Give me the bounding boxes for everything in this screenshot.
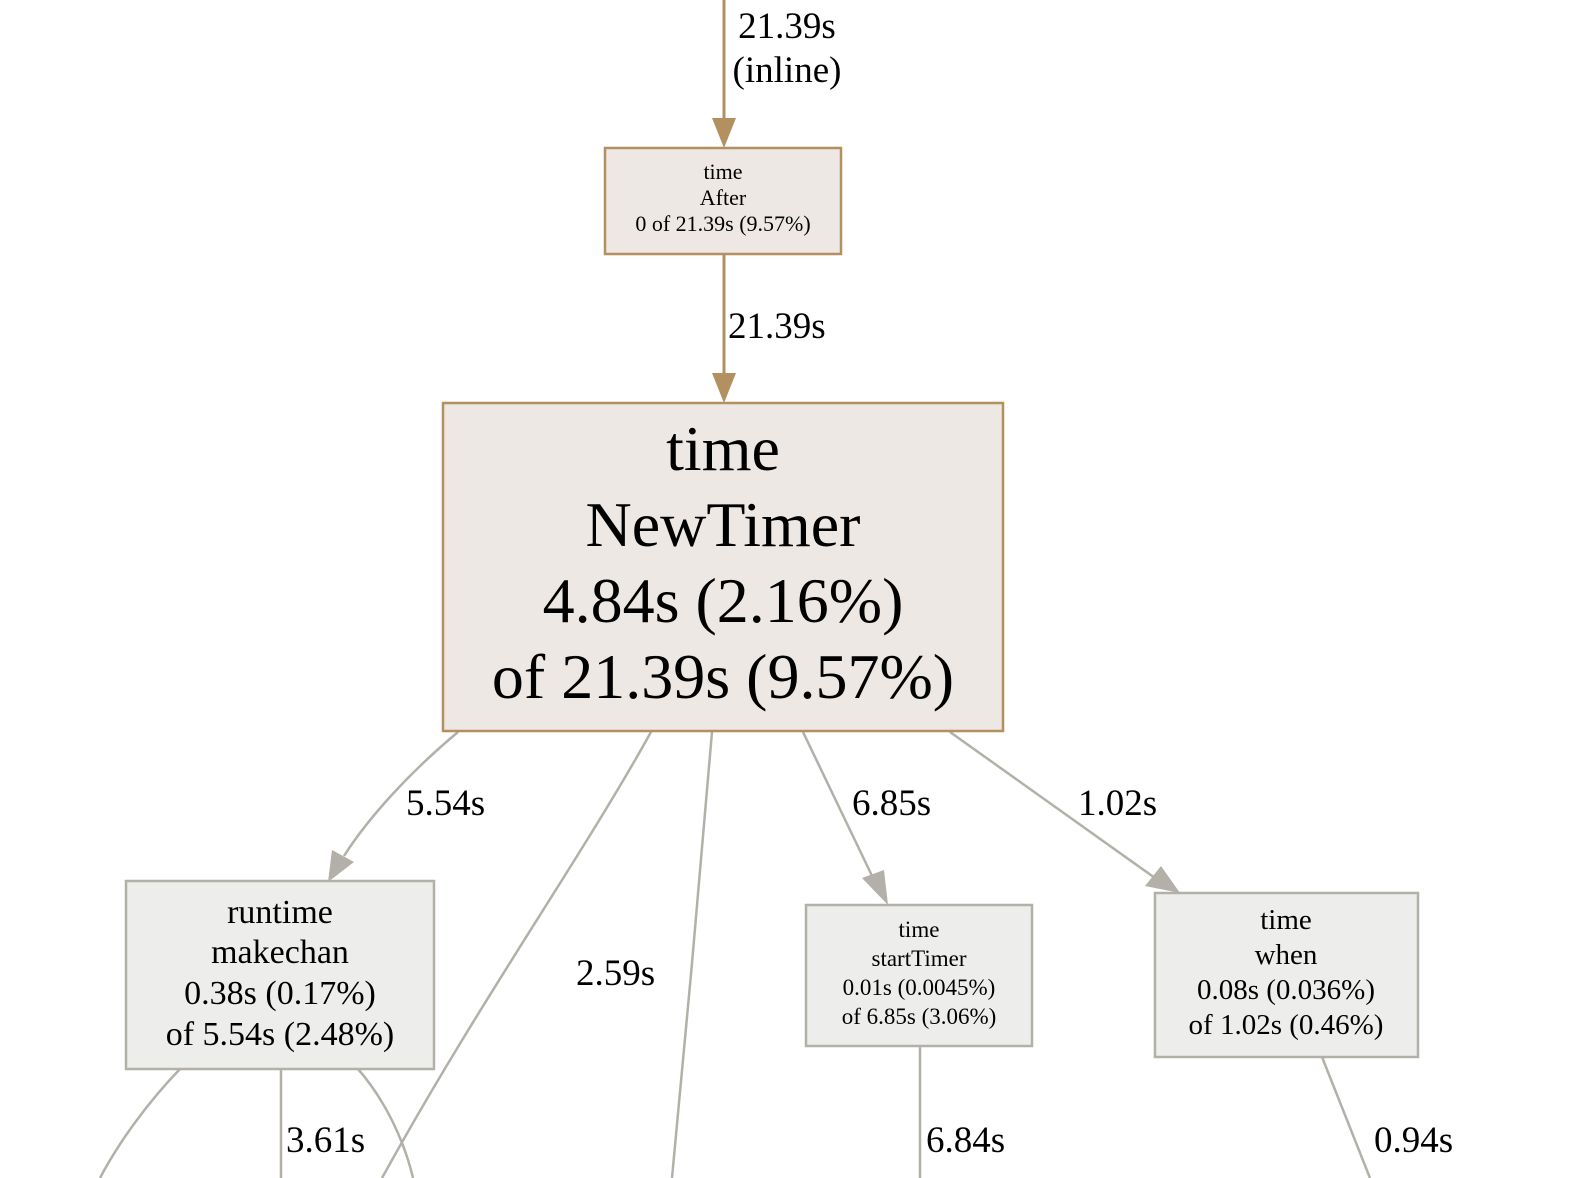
node-function: After [700, 185, 747, 210]
node-box [1153, 891, 1420, 1059]
edge-top-to-after-arrowhead [712, 118, 736, 148]
edge-label-when-down: 0.94s [1374, 1120, 1453, 1161]
edge-label-after-to-newtimer: 21.39s [728, 306, 826, 347]
node-cumulative: of 21.39s (9.57%) [492, 641, 954, 712]
node-function: makechan [211, 934, 349, 971]
node-stat: 0 of 21.39s (9.57%) [635, 211, 810, 236]
edge-makechan-down-right [357, 1068, 415, 1178]
edge-newtimer-to-when [949, 730, 1156, 880]
node-package: time [899, 917, 940, 942]
edges [98, 0, 1372, 1178]
node-flat: 0.01s (0.0045%) [843, 975, 996, 1000]
edge-label-makechan-down: 3.61s [286, 1120, 365, 1161]
node-function: NewTimer [586, 489, 861, 560]
edge-after-to-newtimer-arrowhead [712, 373, 736, 403]
edge-label-newtimer-to-makechan: 5.54s [406, 783, 485, 824]
edge-when-down [1320, 1056, 1372, 1178]
node-flat: 0.08s (0.036%) [1197, 974, 1375, 1006]
edge-label-newtimer-down: 2.59s [576, 953, 655, 994]
node-function: startTimer [872, 946, 967, 971]
node-box [441, 401, 1005, 733]
node-package: time [703, 159, 742, 184]
edge-labels: 21.39s (inline) 21.39s 5.54s 2.59s 6.85s… [286, 6, 1453, 1161]
node-time-newtimer[interactable]: time NewTimer 4.84s (2.16%) of 21.39s (9… [441, 401, 1005, 733]
edge-makechan-down-left [98, 1068, 181, 1178]
node-time-after[interactable]: time After 0 of 21.39s (9.57%) [603, 146, 843, 256]
edge-label-newtimer-to-when: 1.02s [1078, 783, 1157, 824]
edge-newtimer-to-makechan [342, 731, 459, 857]
edge-newtimer-down-right [670, 731, 714, 1178]
edge-newtimer-to-when-arrowhead [1145, 866, 1180, 893]
node-function: when [1255, 939, 1318, 971]
edge-label-starttimer-down: 6.84s [926, 1120, 1005, 1161]
edge-newtimer-to-starttimer [801, 731, 876, 881]
node-flat: 0.38s (0.17%) [184, 975, 376, 1012]
edge-label-top-to-after-weight: 21.39s [738, 6, 836, 47]
node-cumulative: of 1.02s (0.46%) [1189, 1009, 1384, 1041]
node-flat: 4.84s (2.16%) [543, 565, 904, 636]
node-box [804, 903, 1034, 1048]
node-package: time [666, 413, 780, 484]
node-time-starttimer[interactable]: time startTimer 0.01s (0.0045%) of 6.85s… [804, 903, 1034, 1048]
edge-newtimer-to-starttimer-arrowhead [862, 870, 888, 905]
node-box [603, 146, 843, 256]
node-cumulative: of 5.54s (2.48%) [166, 1016, 395, 1053]
edge-newtimer-down-left [380, 731, 653, 1178]
edge-newtimer-to-makechan-arrowhead [328, 850, 354, 882]
node-time-when[interactable]: time when 0.08s (0.036%) of 1.02s (0.46%… [1153, 891, 1420, 1059]
node-package: time [1260, 904, 1312, 936]
node-runtime-makechan[interactable]: runtime makechan 0.38s (0.17%) of 5.54s … [124, 879, 436, 1071]
edge-label-newtimer-to-starttimer: 6.85s [852, 783, 931, 824]
node-cumulative: of 6.85s (3.06%) [842, 1004, 997, 1029]
edge-label-top-to-after-note: (inline) [733, 50, 842, 91]
node-box [124, 879, 436, 1071]
node-package: runtime [227, 894, 333, 931]
